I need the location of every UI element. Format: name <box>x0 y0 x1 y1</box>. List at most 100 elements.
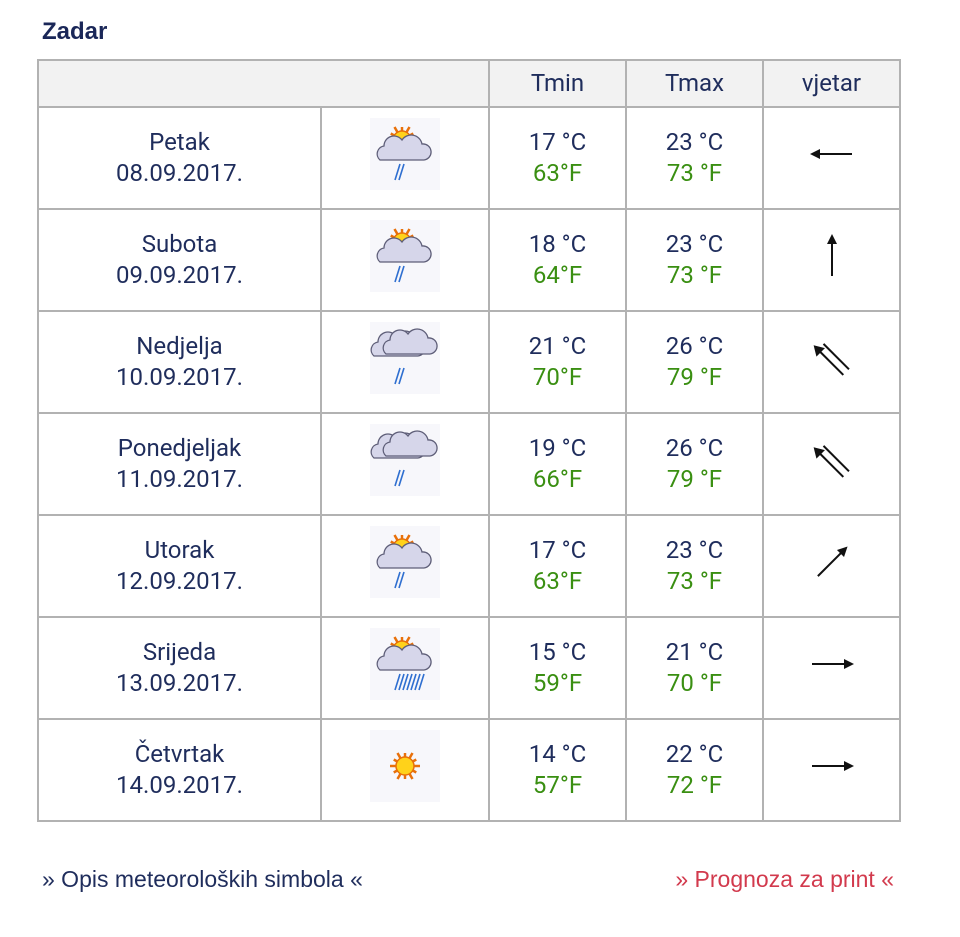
wind-arrow <box>811 761 854 771</box>
icon-cell <box>320 412 490 516</box>
wind-cell <box>762 412 901 516</box>
tmax-f: 79 °F <box>666 465 723 493</box>
tmax-f: 73 °F <box>666 567 723 595</box>
forecast-row: Nedjelja 10.09.2017. 21 °C 70°F 26 °C 79 °F <box>37 310 901 414</box>
day: Nedjelja <box>136 332 223 360</box>
forecast-row: Petak 08.09.2017. 17 °C 63°F 23 °C 73 °F <box>37 106 901 210</box>
wind-cell <box>762 718 901 822</box>
print-link[interactable]: » Prognoza za print « <box>675 866 894 892</box>
tmin-f: 57°F <box>532 771 583 799</box>
date: 14.09.2017. <box>116 771 243 799</box>
forecast-row: Utorak 12.09.2017. 17 °C 63°F 23 °C 73 °F <box>37 514 901 618</box>
day-cell: Ponedjeljak 11.09.2017. <box>37 412 322 516</box>
tmax-cell: 21 °C 70 °F <box>625 616 764 720</box>
wind-arrow <box>826 234 837 276</box>
wind-arrow <box>816 546 848 577</box>
date: 11.09.2017. <box>116 465 243 493</box>
weather-icon <box>370 220 440 292</box>
wind-arrow <box>813 445 850 478</box>
forecast-row: Četvrtak 14.09.2017. 14 °C 57°F 22 °C 72 °F <box>37 718 901 822</box>
tmin-c: 17 °C <box>528 536 587 564</box>
tmax-cell: 23 °C 73 °F <box>625 514 764 618</box>
day: Subota <box>141 230 218 258</box>
tmax-cell: 22 °C 72 °F <box>625 718 764 822</box>
tmax-cell: 26 °C 79 °F <box>625 310 764 414</box>
tmin-cell: 17 °C 63°F <box>488 514 627 618</box>
icon-cell <box>320 718 490 822</box>
day: Srijeda <box>142 638 217 666</box>
table-body: Petak 08.09.2017. 17 °C 63°F 23 °C 73 °F Subot… <box>37 106 901 822</box>
date: 10.09.2017. <box>116 363 243 391</box>
header-cell: vjetar <box>762 59 901 108</box>
icon-cell <box>320 208 490 312</box>
day-cell: Utorak 12.09.2017. <box>37 514 322 618</box>
wind-cell <box>762 208 901 312</box>
tmax-f: 73 °F <box>666 261 723 289</box>
icon-cell <box>320 106 490 210</box>
tmin-cell: 19 °C 66°F <box>488 412 627 516</box>
date: 13.09.2017. <box>116 669 243 697</box>
tmin-f: 59°F <box>532 669 583 697</box>
tmin-cell: 14 °C 57°F <box>488 718 627 822</box>
icon-cell <box>320 514 490 618</box>
wind-cell <box>762 514 901 618</box>
day-cell: Četvrtak 14.09.2017. <box>37 718 322 822</box>
header-row: Tmin Tmax vjetar <box>37 59 901 108</box>
tmin-c: 17 °C <box>528 128 587 156</box>
symbols-link[interactable]: » Opis meteoroloških simbola « <box>42 866 363 892</box>
day: Utorak <box>144 536 215 564</box>
tmin-f: 64°F <box>532 261 583 289</box>
tmin-cell: 21 °C 70°F <box>488 310 627 414</box>
wind-arrow <box>813 343 850 376</box>
tmax-f: 79 °F <box>666 363 723 391</box>
table-header: Tmin Tmax vjetar <box>37 59 901 108</box>
tmax-c: 23 °C <box>665 536 724 564</box>
weather-icon <box>370 424 440 496</box>
date: 09.09.2017. <box>116 261 243 289</box>
day-cell: Srijeda 13.09.2017. <box>37 616 322 720</box>
weather-icon <box>370 628 440 700</box>
wind-cell <box>762 616 901 720</box>
date: 12.09.2017. <box>116 567 243 595</box>
icon-cell <box>320 310 490 414</box>
forecast-row: Srijeda 13.09.2017. 15 °C 59°F 21 °C 70 °F <box>37 616 901 720</box>
tmax-c: 23 °C <box>665 128 724 156</box>
day-cell: Subota 09.09.2017. <box>37 208 322 312</box>
tmin-f: 70°F <box>532 363 583 391</box>
day: Petak <box>149 128 210 156</box>
tmax-c: 21 °C <box>665 638 724 666</box>
tmin-f: 63°F <box>532 567 583 595</box>
tmin-cell: 18 °C 64°F <box>488 208 627 312</box>
forecast-row: Subota 09.09.2017. 18 °C 64°F 23 °C 73 °F <box>37 208 901 312</box>
tmax-c: 26 °C <box>665 434 724 462</box>
wind-arrow <box>809 149 852 159</box>
tmax-f: 73 °F <box>666 159 723 187</box>
tmin-f: 66°F <box>532 465 583 493</box>
tmax-cell: 23 °C 73 °F <box>625 106 764 210</box>
weather-icon <box>370 118 440 190</box>
weather-icon <box>370 730 440 802</box>
tmax-c: 23 °C <box>665 230 724 258</box>
day: Ponedjeljak <box>117 434 242 462</box>
day: Četvrtak <box>134 740 225 768</box>
date: 08.09.2017. <box>116 159 243 187</box>
weather-icon <box>370 526 440 598</box>
tmin-c: 18 °C <box>528 230 587 258</box>
tmax-c: 26 °C <box>665 332 724 360</box>
tmax-cell: 23 °C 73 °F <box>625 208 764 312</box>
header-cell: Tmin <box>488 59 627 108</box>
tmax-c: 22 °C <box>665 740 724 768</box>
tmin-c: 21 °C <box>528 332 587 360</box>
day-cell: Petak 08.09.2017. <box>37 106 322 210</box>
icon-cell <box>320 616 490 720</box>
tmin-c: 19 °C <box>528 434 587 462</box>
tmin-cell: 17 °C 63°F <box>488 106 627 210</box>
tmax-f: 72 °F <box>666 771 723 799</box>
tmin-f: 63°F <box>532 159 583 187</box>
weather-icon <box>370 322 440 394</box>
tmin-cell: 15 °C 59°F <box>488 616 627 720</box>
tmin-c: 14 °C <box>528 740 587 768</box>
city-title: Zadar <box>42 18 108 45</box>
tmin-c: 15 °C <box>528 638 587 666</box>
